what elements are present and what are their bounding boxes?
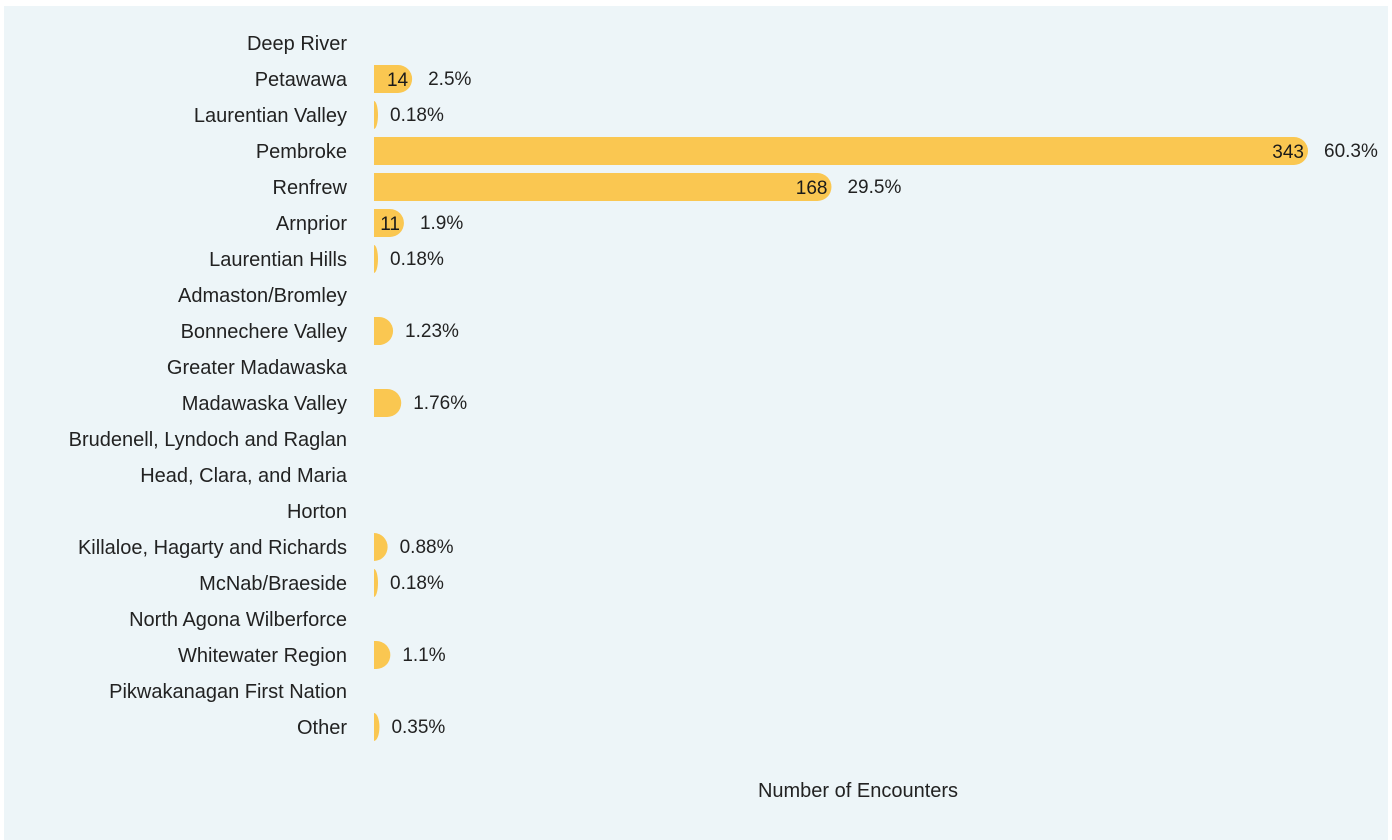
bar: [374, 137, 1308, 165]
category-label: Other: [297, 717, 347, 739]
bars: [374, 65, 1308, 741]
bar-percent-label: 1.23%: [405, 321, 459, 342]
bar: [374, 65, 413, 93]
bar-value-label: 11: [380, 214, 400, 235]
bar-chart: Deep River Petawawa Laurentian Valley Pembr…: [69, 33, 1378, 802]
bar-percent-label: 60.3%: [1324, 141, 1378, 162]
bar: [374, 533, 388, 561]
category-label: Laurentian Valley: [194, 105, 347, 127]
bar-value-label: 343: [1272, 142, 1304, 163]
bar-percent-label: 0.18%: [390, 105, 444, 126]
category-label: McNab/Braeside: [199, 573, 347, 595]
bar-percent-label: 1.9%: [420, 213, 463, 234]
category-label: Renfrew: [273, 177, 348, 199]
bar: [374, 173, 832, 201]
category-label: Petawawa: [255, 69, 348, 91]
bar-value-label: 14: [387, 70, 409, 91]
category-label: Pikwakanagan First Nation: [109, 681, 347, 703]
percent-labels: 2.5% 0.18% 60.3% 29.5% 1.9% 0.18% 1.23% 1.76% 0.…: [390, 69, 1378, 738]
bar: [374, 245, 378, 273]
category-label: Madawaska Valley: [182, 393, 347, 415]
bar: [374, 209, 404, 237]
bar-percent-label: 2.5%: [428, 69, 471, 90]
bar: [374, 641, 391, 669]
chart-panel: Deep River Petawawa Laurentian Valley Pembr…: [4, 6, 1388, 840]
bar-percent-label: 0.88%: [400, 537, 454, 558]
category-label: Killaloe, Hagarty and Richards: [78, 537, 347, 559]
category-labels: Deep River Petawawa Laurentian Valley Pembr…: [69, 33, 348, 739]
category-label: North Agona Wilberforce: [129, 609, 347, 631]
bar-percent-label: 29.5%: [847, 177, 901, 198]
bar-percent-label: 0.18%: [390, 573, 444, 594]
bar-percent-label: 0.18%: [390, 249, 444, 270]
bar: [374, 713, 380, 741]
bar-value-label: 168: [796, 178, 828, 199]
category-label: Head, Clara, and Maria: [140, 465, 348, 487]
category-label: Pembroke: [256, 141, 347, 163]
bar: [374, 317, 394, 345]
category-label: Arnprior: [276, 213, 347, 235]
bar-percent-label: 1.1%: [402, 645, 445, 666]
value-labels: 14 343 168 11: [380, 70, 1304, 235]
x-axis-title: Number of Encounters: [758, 780, 958, 802]
category-label: Bonnechere Valley: [181, 321, 347, 343]
category-label: Laurentian Hills: [209, 249, 347, 271]
bar: [374, 101, 378, 129]
category-label: Admaston/Bromley: [178, 285, 347, 307]
category-label: Greater Madawaska: [167, 357, 348, 379]
bar: [374, 389, 402, 417]
bar-percent-label: 1.76%: [413, 393, 467, 414]
category-label: Deep River: [247, 33, 347, 55]
bar: [374, 569, 378, 597]
category-label: Whitewater Region: [178, 645, 347, 667]
category-label: Horton: [287, 501, 347, 523]
bar-percent-label: 0.35%: [391, 717, 445, 738]
category-label: Brudenell, Lyndoch and Raglan: [69, 429, 347, 451]
